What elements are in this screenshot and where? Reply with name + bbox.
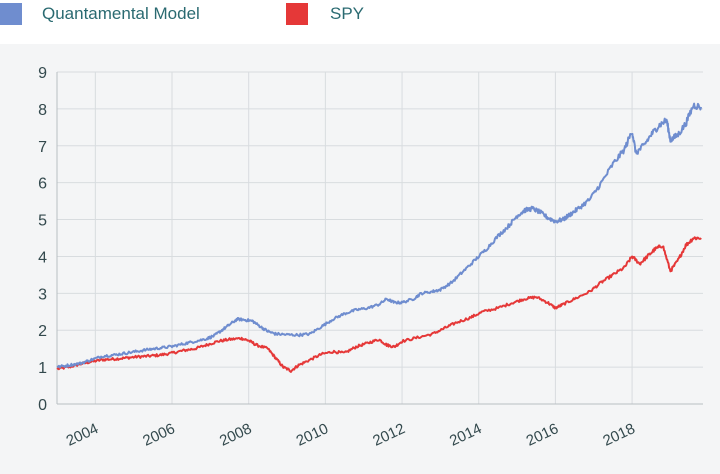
x-tick-labels: 2004 2006 2008 2010 2012 2014 2016 2018 <box>64 420 638 450</box>
y-tick-label: 7 <box>38 139 47 156</box>
legend-label-spy: SPY <box>330 4 365 23</box>
y-tick-labels: 0 1 2 3 4 5 6 7 8 9 <box>38 65 47 414</box>
x-tick-label: 2018 <box>600 420 637 450</box>
axis-lines <box>56 72 703 405</box>
legend-label-quantamental-model: Quantamental Model <box>42 4 200 23</box>
y-tick-label: 8 <box>38 102 47 119</box>
chart-legend: Quantamental Model SPY <box>0 0 720 30</box>
legend-swatch-quantamental-model <box>0 3 22 25</box>
x-tick-label: 2004 <box>64 420 101 450</box>
chart-panel <box>0 44 720 474</box>
x-tick-label: 2006 <box>140 420 177 450</box>
series-line-quantamental-model <box>56 102 703 369</box>
y-tick-label: 1 <box>38 360 47 377</box>
x-tick-label: 2012 <box>370 420 407 450</box>
legend-swatch-spy <box>286 3 308 25</box>
y-tick-label: 0 <box>38 397 47 414</box>
y-tick-label: 5 <box>38 213 47 230</box>
x-tick-label: 2008 <box>217 420 254 450</box>
series-lines <box>56 102 703 373</box>
x-tick-label: 2010 <box>294 420 331 450</box>
y-tick-label: 9 <box>38 65 47 82</box>
y-tick-label: 2 <box>38 323 47 340</box>
x-tick-label: 2016 <box>524 420 561 450</box>
y-tick-label: 6 <box>38 176 47 193</box>
y-tick-label: 4 <box>38 249 47 266</box>
x-tick-label: 2014 <box>447 420 484 450</box>
y-tick-label: 3 <box>38 286 47 303</box>
series-line-spy <box>56 236 702 373</box>
grid-lines <box>57 71 703 405</box>
